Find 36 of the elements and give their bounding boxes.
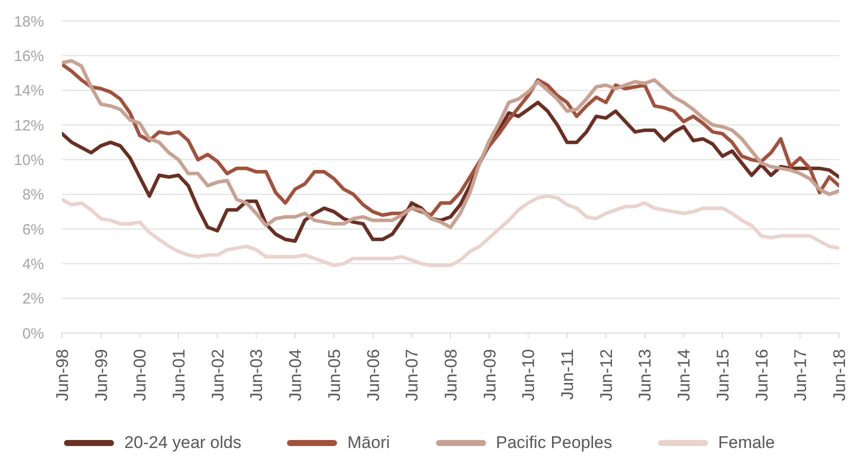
y-tick-label: 12% bbox=[14, 117, 44, 134]
y-tick-label: 6% bbox=[22, 221, 44, 238]
x-tick-label: Jun-08 bbox=[441, 349, 460, 401]
x-tick-label: Jun-10 bbox=[519, 349, 538, 401]
x-tick-label: Jun-99 bbox=[92, 349, 111, 401]
x-tick-label: Jun-13 bbox=[636, 349, 655, 401]
y-tick-label: 18% bbox=[14, 13, 44, 30]
y-tick-label: 8% bbox=[22, 186, 44, 204]
x-tick-label: Jun-16 bbox=[752, 349, 772, 401]
line-series bbox=[62, 194, 839, 268]
legend-label: Pacific Peoples bbox=[496, 433, 612, 453]
x-tick-label: Jun-06 bbox=[364, 349, 383, 401]
y-tick-label: 4% bbox=[22, 256, 44, 273]
y-tick-label: 16% bbox=[14, 48, 44, 65]
x-tick-label: Jun-03 bbox=[247, 349, 266, 401]
y-tick-label: 2% bbox=[22, 290, 44, 308]
x-tick-label: Jun-02 bbox=[208, 349, 228, 401]
legend-label: Māori bbox=[347, 433, 390, 453]
x-tick-label: Jun-98 bbox=[52, 349, 72, 401]
legend-label: Female bbox=[718, 433, 775, 453]
x-tick-label: Jun-18 bbox=[830, 349, 849, 401]
x-tick-label: Jun-12 bbox=[596, 349, 616, 401]
legend-label: 20-24 year olds bbox=[124, 433, 242, 453]
y-tick-label: 0% bbox=[22, 325, 44, 342]
x-tick-label: Jun-01 bbox=[170, 349, 188, 401]
x-tick-label: Jun-09 bbox=[480, 349, 500, 401]
y-tick-label: 14% bbox=[14, 82, 44, 100]
x-tick-label: Jun-17 bbox=[791, 349, 810, 401]
x-tick-label: Jun-11 bbox=[558, 349, 577, 400]
x-tick-label: Jun-14 bbox=[674, 349, 694, 401]
x-tick-label: Jun-05 bbox=[324, 349, 344, 401]
y-tick-label: 10% bbox=[14, 152, 44, 169]
x-tick-label: Jun-07 bbox=[402, 349, 422, 401]
x-tick-label: Jun-04 bbox=[286, 349, 306, 401]
x-tick-label: Jun-15 bbox=[713, 349, 732, 401]
x-tick-label: Jun-00 bbox=[130, 349, 150, 401]
